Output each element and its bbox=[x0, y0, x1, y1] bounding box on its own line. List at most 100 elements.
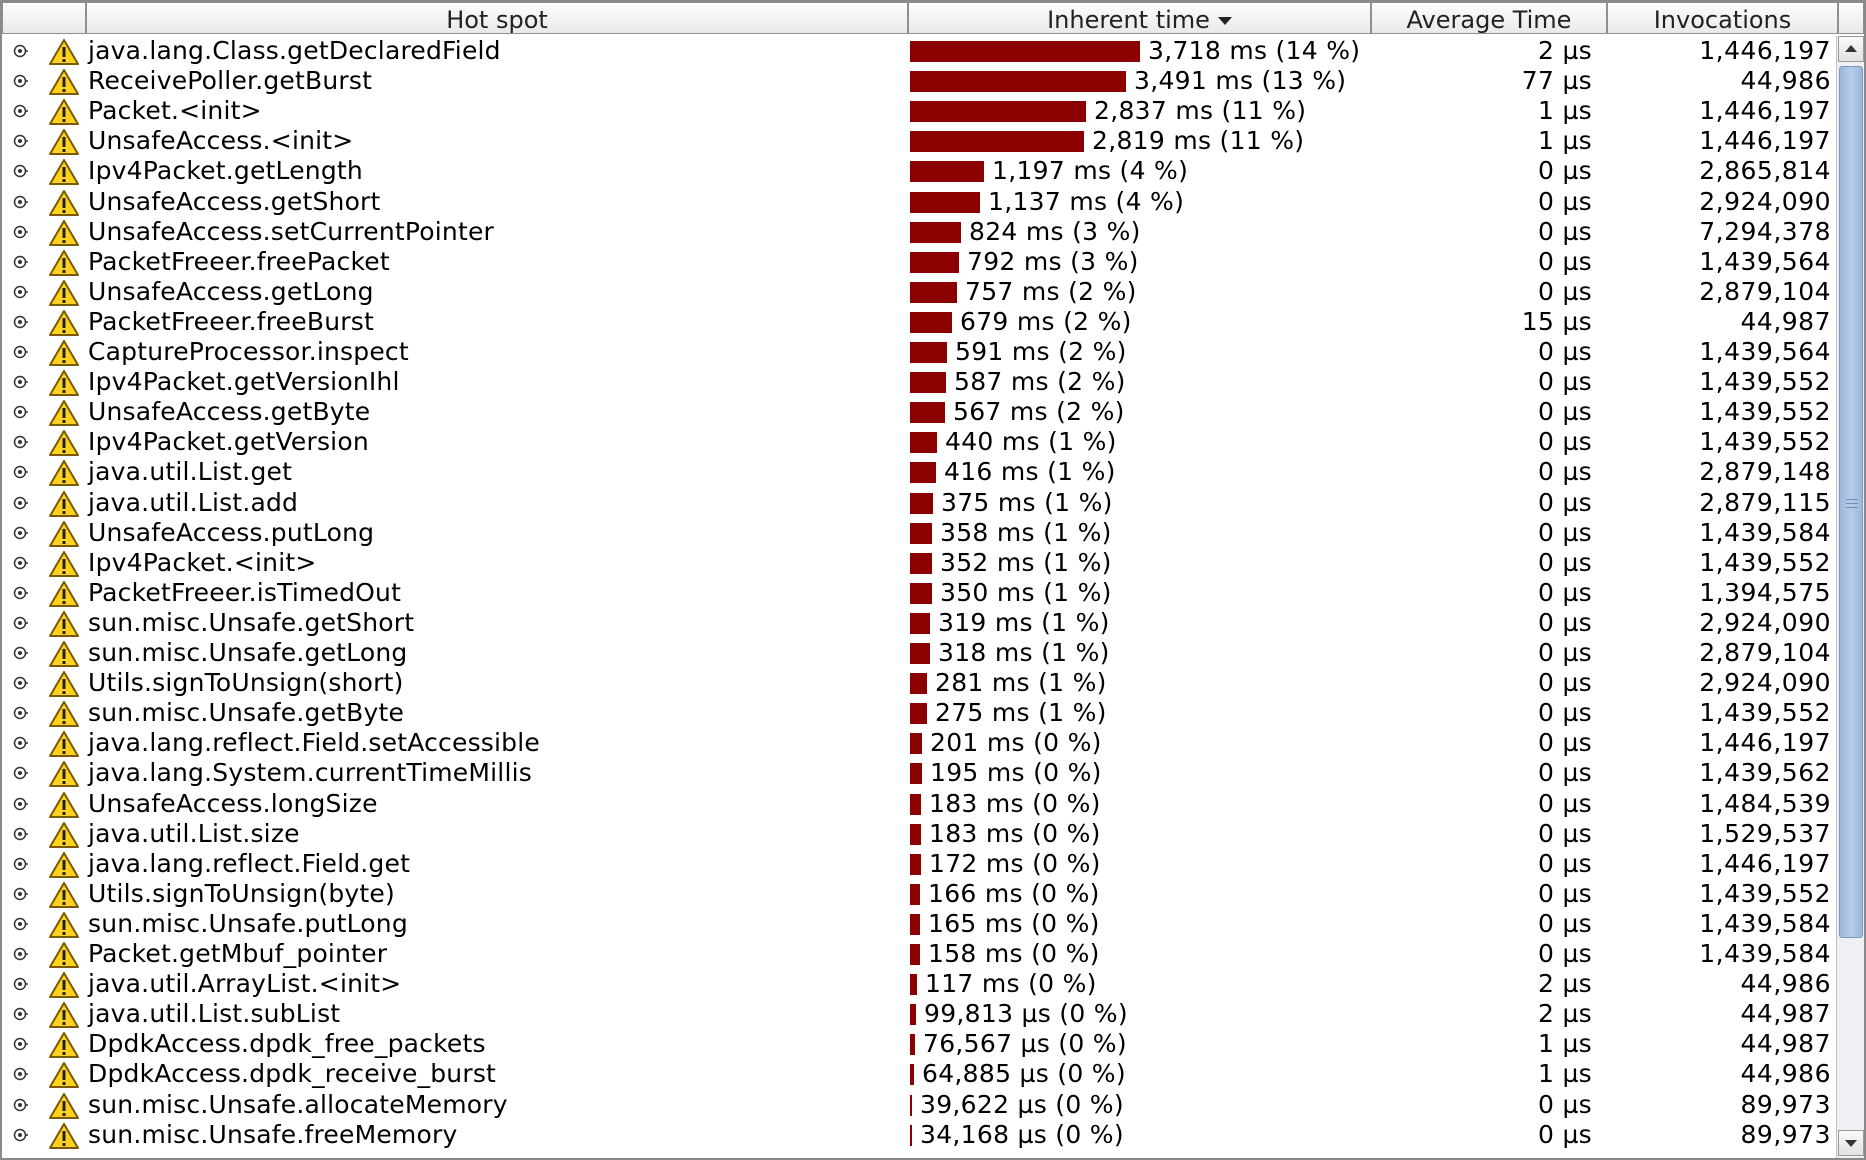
table-row[interactable]: UnsafeAccess.longSize 183 ms (0 %) 0 µs 1,4… bbox=[2, 789, 1836, 819]
header-hotspot-label: Hot spot bbox=[446, 6, 548, 34]
table-row[interactable]: sun.misc.Unsafe.getByte 275 ms (1 %) 0 µs 1… bbox=[2, 698, 1836, 728]
expander-icon[interactable] bbox=[12, 765, 28, 781]
expander-icon[interactable] bbox=[12, 976, 28, 992]
expander-icon[interactable] bbox=[12, 194, 28, 210]
expander-icon[interactable] bbox=[12, 224, 28, 240]
table-row[interactable]: java.lang.reflect.Field.setAccessible 201… bbox=[2, 728, 1836, 758]
table-row[interactable]: UnsafeAccess.putLong 358 ms (1 %) 0 µs 1,43… bbox=[2, 518, 1836, 548]
inherent-time-bar bbox=[910, 853, 921, 875]
table-row[interactable]: Packet.<init> 2,837 ms (11 %) 1 µs 1,446,19… bbox=[2, 96, 1836, 126]
header-inherent-time[interactable]: Inherent time bbox=[908, 2, 1371, 34]
invocations-value: 1,439,552 bbox=[1699, 878, 1831, 908]
invocations-value: 2,879,104 bbox=[1699, 638, 1831, 667]
header-average-time[interactable]: Average Time bbox=[1371, 2, 1607, 34]
average-time-value: 0 µs bbox=[1538, 1089, 1592, 1119]
table-row[interactable]: sun.misc.Unsafe.allocateMemory 39,622 µs … bbox=[2, 1090, 1836, 1120]
expander-icon[interactable] bbox=[12, 284, 28, 300]
table-row[interactable]: Ipv4Packet.getVersionIhl 587 ms (2 %) 0 µs… bbox=[2, 367, 1836, 397]
table-row[interactable]: DpdkAccess.dpdk_receive_burst 64,885 µs (… bbox=[2, 1059, 1836, 1089]
expander-icon[interactable] bbox=[12, 254, 28, 270]
expander-icon[interactable] bbox=[12, 705, 28, 721]
table-row[interactable]: PacketFreeer.freeBurst 679 ms (2 %) 15 µs 4… bbox=[2, 307, 1836, 337]
invocations-value: 7,294,378 bbox=[1699, 216, 1831, 246]
table-row[interactable]: Ipv4Packet.getLength 1,197 ms (4 %) 0 µs 2,… bbox=[2, 156, 1836, 186]
table-row[interactable]: UnsafeAccess.getLong 757 ms (2 %) 0 µs 2,87… bbox=[2, 277, 1836, 307]
expander-icon[interactable] bbox=[12, 434, 28, 450]
table-row[interactable]: sun.misc.Unsafe.getLong 318 ms (1 %) 0 µs 2… bbox=[2, 638, 1836, 668]
expander-icon[interactable] bbox=[12, 344, 28, 360]
header-invocations[interactable]: Invocations bbox=[1607, 2, 1838, 34]
table-row[interactable]: sun.misc.Unsafe.putLong 165 ms (0 %) 0 µs 1… bbox=[2, 909, 1836, 939]
table-row[interactable]: java.util.List.subList 99,813 µs (0 %) 2 µ… bbox=[2, 999, 1836, 1029]
table-row[interactable]: Packet.getMbuf_pointer 158 ms (0 %) 0 µs 1,… bbox=[2, 939, 1836, 969]
table-row[interactable]: java.lang.Class.getDeclaredField 3,718 ms… bbox=[2, 36, 1836, 66]
expander-icon[interactable] bbox=[12, 43, 28, 59]
scrollbar-thumb[interactable] bbox=[1839, 66, 1863, 938]
expander-icon[interactable] bbox=[12, 796, 28, 812]
hotspot-name: UnsafeAccess.longSize bbox=[88, 788, 378, 818]
table-row[interactable]: Utils.signToUnsign(byte) 166 ms (0 %) 0 µs… bbox=[2, 879, 1836, 909]
table-row[interactable]: CaptureProcessor.inspect 591 ms (2 %) 0 µs… bbox=[2, 337, 1836, 367]
table-row[interactable]: java.util.List.add 375 ms (1 %) 0 µs 2,879,… bbox=[2, 488, 1836, 518]
table-row[interactable]: sun.misc.Unsafe.getShort 319 ms (1 %) 0 µs… bbox=[2, 608, 1836, 638]
invocations-value: 1,439,552 bbox=[1699, 367, 1831, 397]
table-row[interactable]: java.lang.System.currentTimeMillis 195 ms… bbox=[2, 758, 1836, 788]
table-row[interactable]: ReceivePoller.getBurst 3,491 ms (13 %) 77 … bbox=[2, 66, 1836, 96]
invocations-value: 1,529,537 bbox=[1699, 818, 1831, 848]
expander-icon[interactable] bbox=[12, 404, 28, 420]
table-row[interactable]: UnsafeAccess.getByte 567 ms (2 %) 0 µs 1,43… bbox=[2, 397, 1836, 427]
table-row[interactable]: java.util.List.size 183 ms (0 %) 0 µs 1,529… bbox=[2, 819, 1836, 849]
table-row[interactable]: UnsafeAccess.getShort 1,137 ms (4 %) 0 µs 2… bbox=[2, 187, 1836, 217]
table-row[interactable]: UnsafeAccess.setCurrentPointer 824 ms (3 … bbox=[2, 217, 1836, 247]
inherent-time-bar bbox=[910, 703, 927, 725]
expander-icon[interactable] bbox=[12, 133, 28, 149]
expander-icon[interactable] bbox=[12, 615, 28, 631]
inherent-time-bar bbox=[910, 974, 917, 996]
expander-icon[interactable] bbox=[12, 73, 28, 89]
expander-icon[interactable] bbox=[12, 856, 28, 872]
expander-icon[interactable] bbox=[12, 916, 28, 932]
expander-icon[interactable] bbox=[12, 374, 28, 390]
expander-icon[interactable] bbox=[12, 826, 28, 842]
expander-icon[interactable] bbox=[12, 1006, 28, 1022]
average-time-value: 2 µs bbox=[1538, 36, 1592, 65]
expander-icon[interactable] bbox=[12, 675, 28, 691]
table-row[interactable]: Ipv4Packet.getVersion 440 ms (1 %) 0 µs 1,4… bbox=[2, 427, 1836, 457]
table-row[interactable]: Utils.signToUnsign(short) 281 ms (1 %) 0 µ… bbox=[2, 668, 1836, 698]
expander-icon[interactable] bbox=[12, 464, 28, 480]
expander-icon[interactable] bbox=[12, 495, 28, 511]
scroll-up-button[interactable] bbox=[1838, 36, 1864, 62]
header-hotspot[interactable]: Hot spot bbox=[86, 2, 908, 34]
inherent-time-bar bbox=[910, 673, 927, 695]
expander-icon[interactable] bbox=[12, 585, 28, 601]
warning-icon bbox=[49, 400, 79, 427]
table-row[interactable]: Ipv4Packet.<init> 352 ms (1 %) 0 µs 1,439,5… bbox=[2, 548, 1836, 578]
average-time-value: 0 µs bbox=[1538, 1119, 1592, 1149]
expander-icon[interactable] bbox=[12, 555, 28, 571]
expander-icon[interactable] bbox=[12, 1097, 28, 1113]
table-row[interactable]: java.util.ArrayList.<init> 117 ms (0 %) 2 … bbox=[2, 969, 1836, 999]
table-row[interactable]: java.lang.reflect.Field.get 172 ms (0 %) 0… bbox=[2, 849, 1836, 879]
vertical-scrollbar[interactable] bbox=[1836, 36, 1864, 1158]
average-time-value: 0 µs bbox=[1538, 367, 1592, 397]
expander-icon[interactable] bbox=[12, 103, 28, 119]
expander-icon[interactable] bbox=[12, 1127, 28, 1143]
expander-icon[interactable] bbox=[12, 525, 28, 541]
table-row[interactable]: PacketFreeer.freePacket 792 ms (3 %) 0 µs 1… bbox=[2, 247, 1836, 277]
expander-icon[interactable] bbox=[12, 1066, 28, 1082]
expander-icon[interactable] bbox=[12, 886, 28, 902]
expander-icon[interactable] bbox=[12, 163, 28, 179]
expander-icon[interactable] bbox=[12, 645, 28, 661]
table-row[interactable]: DpdkAccess.dpdk_free_packets 76,567 µs (0… bbox=[2, 1029, 1836, 1059]
warning-icon bbox=[49, 309, 79, 336]
scroll-down-button[interactable] bbox=[1838, 1130, 1864, 1156]
expander-icon[interactable] bbox=[12, 735, 28, 751]
table-row[interactable]: sun.misc.Unsafe.freeMemory 34,168 µs (0 %… bbox=[2, 1120, 1836, 1150]
table-row[interactable]: PacketFreeer.isTimedOut 350 ms (1 %) 0 µs 1… bbox=[2, 578, 1836, 608]
table-row[interactable]: UnsafeAccess.<init> 2,819 ms (11 %) 1 µs 1,… bbox=[2, 126, 1836, 156]
expander-icon[interactable] bbox=[12, 946, 28, 962]
expander-icon[interactable] bbox=[12, 1036, 28, 1052]
expander-icon[interactable] bbox=[12, 314, 28, 330]
invocations-value: 44,987 bbox=[1740, 1029, 1831, 1059]
table-row[interactable]: java.util.List.get 416 ms (1 %) 0 µs 2,879,… bbox=[2, 457, 1836, 487]
